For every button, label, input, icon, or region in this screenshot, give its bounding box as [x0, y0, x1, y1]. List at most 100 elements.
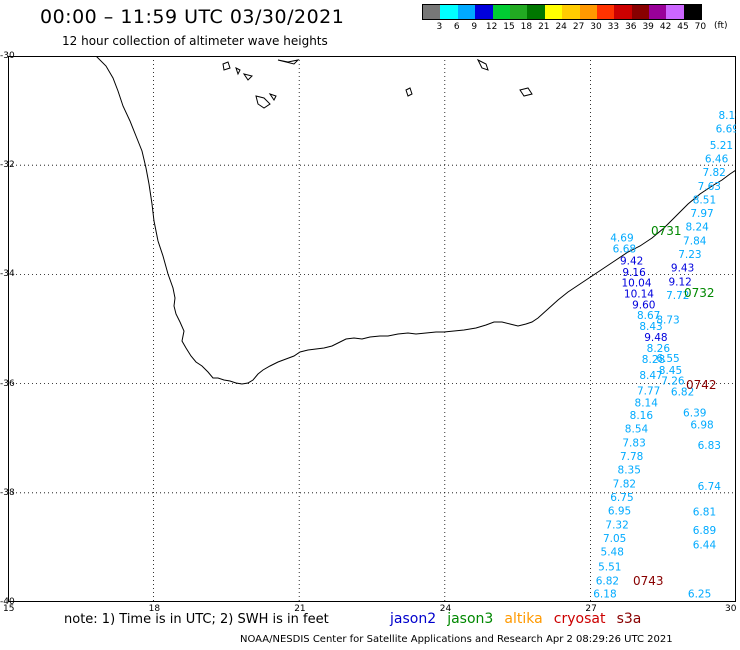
- wave-height-value: 7.63: [698, 181, 721, 193]
- wave-height-value: 6.83: [698, 440, 721, 452]
- wave-height-value: 7.82: [613, 478, 636, 490]
- wave-height-value: 6.75: [610, 492, 633, 504]
- wave-height-value: 7.72: [666, 290, 689, 302]
- wave-height-value: 8.28: [642, 354, 665, 366]
- wave-height-value: 6.25: [688, 589, 711, 601]
- color-scale-swatch: [666, 5, 684, 19]
- wave-height-value: 7.78: [620, 451, 643, 463]
- wave-height-value: 8.14: [635, 398, 659, 410]
- color-scale-label: 24: [555, 22, 567, 32]
- wave-height-value: 6.82: [671, 387, 694, 399]
- wave-height-value: 6.46: [705, 153, 729, 165]
- pass-time-label: 0743: [633, 574, 664, 588]
- footnote: note: 1) Time is in UTC; 2) SWH is in fe…: [64, 612, 329, 627]
- wave-height-value: 5.48: [601, 547, 624, 559]
- wave-height-value: 7.97: [690, 208, 713, 220]
- color-scale-swatch: [579, 5, 597, 19]
- color-scale-swatch: [475, 5, 493, 19]
- wave-height-value: 7.23: [678, 249, 701, 261]
- pass-time-text: 0742: [686, 378, 717, 392]
- color-scale-swatch: [631, 5, 650, 19]
- island-shape: [476, 58, 489, 71]
- wave-height-value: 9.43: [671, 263, 694, 275]
- latitude-label: -30: [0, 51, 15, 61]
- color-scale-label: 9: [471, 22, 478, 32]
- longitude-label: 27: [585, 604, 597, 614]
- island-shape: [268, 93, 277, 101]
- wave-height-value: 9.16: [622, 267, 646, 279]
- longitude-label: 18: [148, 604, 161, 614]
- color-scale-label: 15: [503, 22, 515, 32]
- legend-s3a: s3a: [616, 611, 642, 627]
- island-shape: [235, 67, 241, 76]
- pass-time-text: 0731: [651, 224, 682, 238]
- island-shape: [519, 87, 533, 97]
- color-scale-swatch: [527, 5, 545, 19]
- color-scale-label: 42: [659, 22, 672, 32]
- latitude-label: -34: [0, 269, 15, 280]
- color-scale-label: 39: [642, 22, 654, 32]
- wave-height-value: 8.73: [656, 315, 679, 327]
- wave-height-value: 6.68: [613, 244, 636, 256]
- legend-jason2: jason2: [390, 611, 437, 627]
- legend-altika: altika: [504, 611, 543, 627]
- color-scale-swatch: [614, 5, 632, 19]
- map-panel: 8.106.69 5.216.46 7.82 7.638.51 7.97 8.247.84…: [8, 56, 736, 602]
- island-shape: [255, 95, 271, 109]
- color-scale-label: 27: [572, 22, 585, 32]
- satellite-legend: jason2 jason3 altika cryosat s3a: [390, 608, 641, 627]
- wave-height-value: 6.82: [596, 576, 619, 588]
- pass-time-label: 0742: [686, 378, 717, 392]
- wave-height-value: 6.69: [716, 123, 736, 135]
- wave-height-value: 8.47: [639, 370, 662, 382]
- wave-height-value: 8.35: [618, 465, 641, 477]
- credit-line: NOAA/NESDIS Center for Satellite Applica…: [240, 634, 673, 645]
- wave-height-value: 8.54: [625, 424, 649, 436]
- color-scale-label: 33: [607, 22, 620, 32]
- wave-height-value: 8.51: [693, 194, 716, 206]
- wave-height-value: 7.26: [661, 376, 685, 388]
- wave-height-value: 6.74: [698, 481, 722, 493]
- pass-time-text: 0732: [684, 286, 715, 300]
- color-scale-swatch: [440, 5, 458, 19]
- wave-height-value: 7.82: [702, 167, 725, 179]
- color-scale-label: 18: [520, 22, 533, 32]
- wave-height-value: 4.69: [610, 233, 633, 245]
- wave-height-value: 9.42: [620, 256, 643, 268]
- grid-lines: [8, 56, 736, 602]
- color-scale-label: 36: [625, 22, 637, 32]
- color-scale-swatch: [509, 5, 528, 19]
- color-scale-swatch: [596, 5, 615, 19]
- longitude-label: 21: [294, 604, 306, 614]
- wave-height-value: 7.32: [605, 519, 628, 531]
- wave-height-value: 7.05: [603, 533, 626, 545]
- color-scale-label: 12: [485, 22, 498, 32]
- wave-height-value: 5.21: [710, 140, 733, 152]
- map-subtitle: 12 hour collection of altimeter wave hei…: [62, 34, 328, 48]
- legend-cryosat: cryosat: [553, 611, 606, 627]
- color-scale-swatch: [423, 5, 441, 19]
- wave-height-value: 8.10: [718, 110, 736, 122]
- wave-height-value: 6.39: [683, 407, 706, 419]
- pass-time-label: 0732: [684, 286, 715, 300]
- wave-height-value: 6.89: [693, 525, 716, 537]
- wave-height-value: 9.48: [644, 332, 667, 344]
- color-scale-swatch: [457, 5, 476, 19]
- color-scale-label: 30: [590, 22, 602, 32]
- color-scale-unit: (ft): [714, 21, 728, 31]
- island-shape: [242, 73, 253, 81]
- wave-height-value: 6.44: [693, 539, 717, 551]
- wave-height-value: 6.95: [608, 506, 631, 518]
- legend-jason3: jason3: [447, 611, 494, 627]
- color-scale-label: 21: [538, 22, 550, 32]
- island-shape: [277, 59, 300, 65]
- wave-height-value: 7.83: [622, 437, 645, 449]
- wave-height-value: 8.43: [639, 321, 662, 333]
- wave-height-value: 8.24: [685, 222, 709, 234]
- pass-time-label: 0731: [651, 224, 682, 238]
- color-scale-swatch: [649, 5, 667, 19]
- wave-height-value: 10.14: [624, 288, 654, 300]
- wave-height-value: 6.18: [593, 589, 616, 601]
- latitude-label: -40: [0, 597, 15, 607]
